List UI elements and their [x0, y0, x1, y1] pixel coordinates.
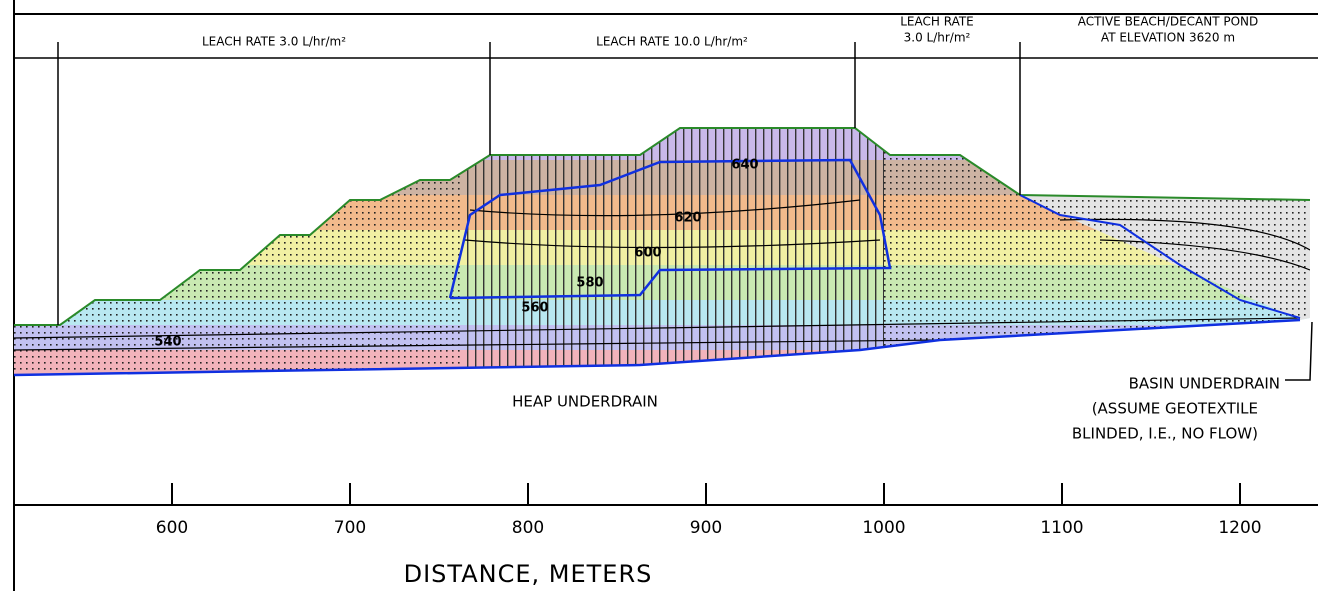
- tick-label: 1100: [1040, 518, 1083, 538]
- zone-label: AT ELEVATION 3620 m: [1101, 31, 1235, 45]
- zone-label: LEACH RATE 10.0 L/hr/m²: [596, 35, 748, 49]
- zone-label: LEACH RATE 3.0 L/hr/m²: [202, 35, 346, 49]
- leader-line: [1285, 321, 1313, 381]
- tick-label: 600: [156, 518, 188, 538]
- contour-label: 580: [576, 276, 603, 291]
- annotation: HEAP UNDERDRAIN: [512, 393, 658, 411]
- zone-label: LEACH RATE: [900, 15, 974, 29]
- zone-label: ACTIVE BEACH/DECANT POND: [1078, 15, 1259, 29]
- dimension-lines: [14, 42, 1318, 325]
- annotation: BASIN UNDERDRAIN: [1129, 375, 1280, 393]
- contour-label: 540: [154, 335, 181, 350]
- tick-label: 700: [334, 518, 366, 538]
- tick-label: 1000: [862, 518, 905, 538]
- contour-label: 640: [731, 158, 758, 173]
- zone-label: 3.0 L/hr/m²: [904, 31, 971, 45]
- tick-label: 800: [512, 518, 544, 538]
- contour-label: 560: [521, 301, 548, 316]
- annotation: (ASSUME GEOTEXTILE: [1092, 400, 1258, 418]
- outlines: [13, 127, 1311, 377]
- tick-label: 900: [690, 518, 722, 538]
- heap-layers: [14, 128, 1310, 375]
- axis-title: DISTANCE, METERS: [404, 560, 653, 588]
- frame: [13, 0, 1318, 591]
- tick-label: 1200: [1218, 518, 1261, 538]
- contour-label: 620: [674, 211, 701, 226]
- contour-label: 600: [634, 246, 661, 261]
- annotation: BLINDED, I.E., NO FLOW): [1072, 425, 1258, 443]
